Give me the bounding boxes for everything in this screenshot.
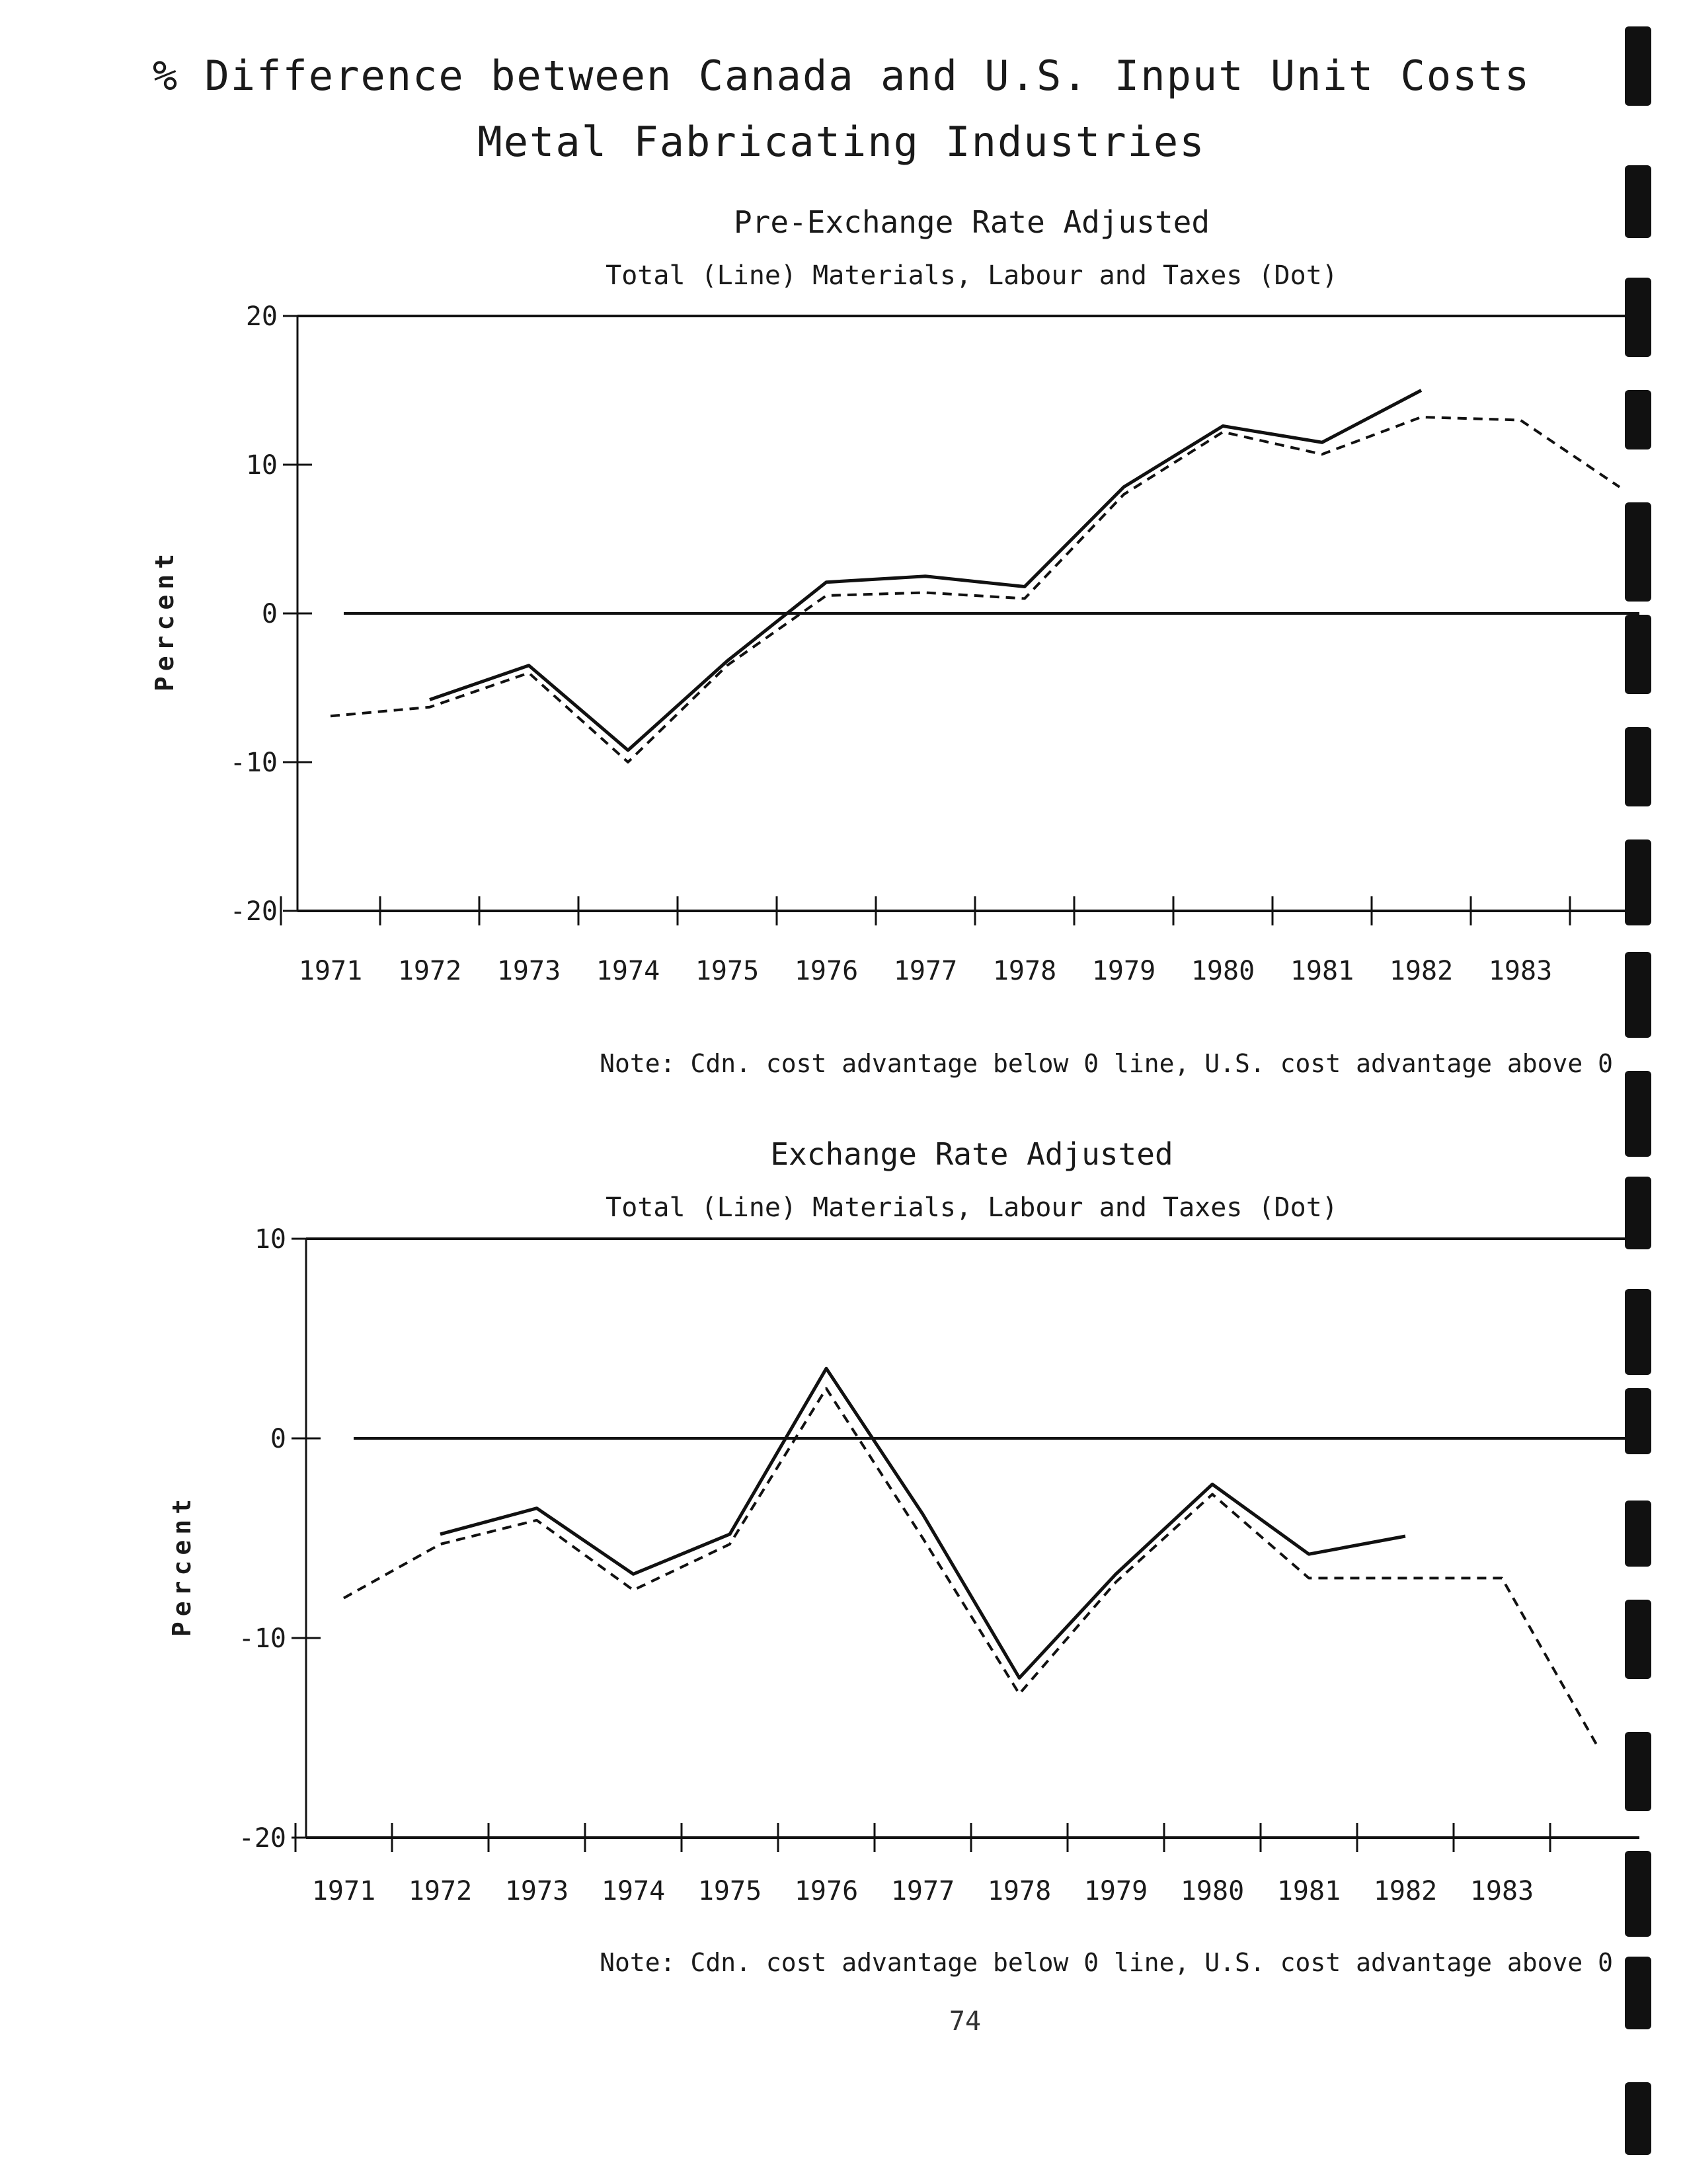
binding-mark [1625, 839, 1651, 925]
x-tick-label: 1972 [409, 1876, 472, 1906]
y-tick-label: 10 [246, 450, 278, 481]
chart-subtitle: Exchange Rate Adjusted [770, 1136, 1173, 1172]
y-tick-label: 0 [262, 599, 278, 629]
binding-mark [1625, 1851, 1651, 1937]
x-tick-label: 1976 [795, 1876, 858, 1906]
x-tick-label: 1973 [505, 1876, 568, 1906]
x-tick-label: 1977 [891, 1876, 955, 1906]
binding-mark [1625, 1600, 1651, 1679]
binding-mark [1625, 502, 1651, 602]
y-axis-label: Percent [167, 1494, 196, 1637]
page-title-line-1: % Difference between Canada and U.S. Inp… [152, 52, 1531, 100]
binding-mark [1625, 2082, 1651, 2155]
binding-mark [1625, 1177, 1651, 1249]
binding-mark [1625, 1501, 1651, 1567]
binding-mark [1625, 390, 1651, 449]
x-tick-label: 1981 [1290, 956, 1354, 986]
x-tick-label: 1979 [1084, 1876, 1148, 1906]
pre-exchange-rate-chart: Pre-Exchange Rate Adjusted Total (Line) M… [150, 204, 1639, 1078]
x-tick-label: 1971 [312, 1876, 375, 1906]
x-tick-label: 1983 [1489, 956, 1552, 986]
y-tick-label: -20 [230, 896, 278, 927]
y-tick-label: -10 [230, 748, 278, 778]
x-tick-label: 1975 [698, 1876, 762, 1906]
series-materials-dotted-line [343, 1387, 1600, 1749]
page-title-line-2: Metal Fabricating Industries [477, 118, 1206, 166]
binding-mark [1625, 26, 1651, 106]
x-tick-label: 1971 [299, 956, 362, 986]
binding-mark [1625, 1732, 1651, 1811]
binding-mark [1625, 1388, 1651, 1454]
chart-note: Note: Cdn. cost advantage below 0 line, … [600, 1049, 1613, 1078]
x-tick-label: 1979 [1092, 956, 1155, 986]
x-tick-label: 1983 [1470, 1876, 1534, 1906]
x-tick-label: 1982 [1389, 956, 1453, 986]
y-tick-label: 10 [254, 1224, 286, 1255]
series-materials-dotted-line [330, 416, 1621, 763]
binding-mark [1625, 952, 1651, 1038]
x-tick-label: 1972 [398, 956, 461, 986]
binding-mark [1625, 1071, 1651, 1157]
chart-subtitle: Pre-Exchange Rate Adjusted [734, 204, 1210, 240]
series-total-line [440, 1366, 1406, 1680]
series-total-line [429, 389, 1423, 752]
y-axis-label: Percent [150, 549, 179, 691]
binding-mark [1625, 165, 1651, 238]
x-tick-label: 1975 [695, 956, 759, 986]
y-tick-label: 20 [246, 301, 278, 332]
legend-text: Total (Line) Materials, Labour and Taxes… [606, 1192, 1338, 1223]
y-tick-label: -10 [239, 1623, 286, 1654]
x-tick-label: 1981 [1277, 1876, 1341, 1906]
binding-mark [1625, 278, 1651, 357]
x-tick-label: 1974 [596, 956, 660, 986]
x-tick-label: 1973 [497, 956, 561, 986]
x-tick-label: 1980 [1191, 956, 1255, 986]
page-number: 74 [949, 2006, 982, 2037]
legend-text: Total (Line) Materials, Labour and Taxes… [606, 260, 1338, 291]
binding-mark [1625, 1289, 1651, 1375]
binding-mark [1625, 727, 1651, 806]
x-tick-label: 1980 [1181, 1876, 1244, 1906]
binding-mark [1625, 1957, 1651, 2029]
chart-note: Note: Cdn. cost advantage below 0 line, … [600, 1948, 1613, 1977]
x-tick-label: 1976 [795, 956, 858, 986]
binding-mark [1625, 615, 1651, 694]
x-tick-label: 1982 [1374, 1876, 1437, 1906]
x-tick-label: 1978 [993, 956, 1056, 986]
y-tick-label: 0 [270, 1424, 286, 1454]
x-tick-label: 1977 [894, 956, 957, 986]
y-tick-label: -20 [239, 1823, 286, 1853]
x-tick-label: 1974 [602, 1876, 665, 1906]
x-tick-label: 1978 [988, 1876, 1051, 1906]
exchange-rate-adjusted-chart: Exchange Rate Adjusted Total (Line) Mater… [167, 1136, 1639, 1977]
